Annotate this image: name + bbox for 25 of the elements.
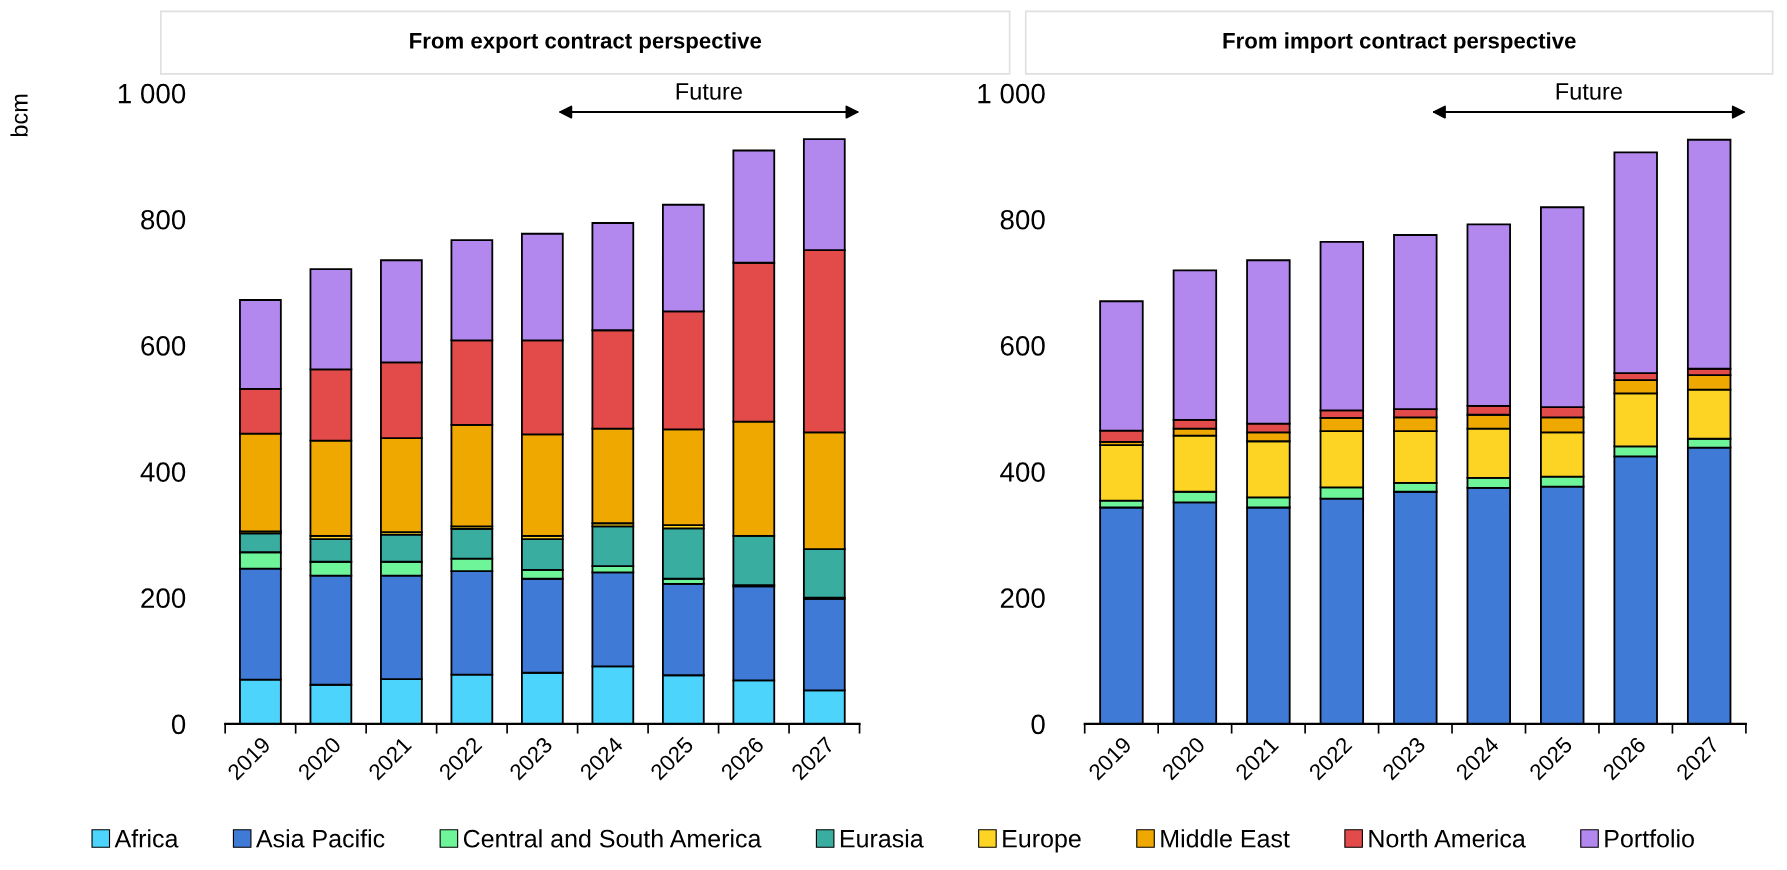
- legend-label: North America: [1369, 829, 1526, 848]
- chart-title: From import contract perspective: [1223, 32, 1576, 53]
- legend-label: Middle East: [1161, 829, 1290, 848]
- y-tick-label: 0: [171, 714, 186, 735]
- y-tick-label: 400: [1000, 462, 1045, 482]
- y-tick-label: 600: [1000, 336, 1045, 356]
- legend-label: Asia Pacific: [255, 829, 385, 848]
- y-axis-title: bcm: [10, 94, 28, 137]
- legend-label: Africa: [114, 829, 179, 848]
- y-tick-label: 0: [1031, 714, 1045, 735]
- legend-label: Central and South America: [463, 829, 762, 848]
- legend-label: Eurasia: [840, 829, 924, 848]
- legend-label: Europe: [1003, 830, 1081, 853]
- y-tick-label: 800: [1000, 209, 1045, 230]
- chart-title: From export contract perspective: [410, 32, 762, 53]
- y-tick-label: 1 000: [978, 83, 1045, 104]
- y-tick-label: 1 000: [118, 83, 186, 104]
- y-tick-label: 600: [141, 336, 186, 356]
- y-tick-label: 400: [140, 462, 186, 482]
- annotation: Future: [1556, 83, 1622, 100]
- legend-label: Portfolio: [1605, 829, 1694, 848]
- y-tick-label: 800: [141, 209, 186, 230]
- y-tick-label: 200: [1000, 588, 1045, 609]
- y-tick-label: 200: [141, 588, 186, 609]
- annotation: Future: [676, 83, 742, 100]
